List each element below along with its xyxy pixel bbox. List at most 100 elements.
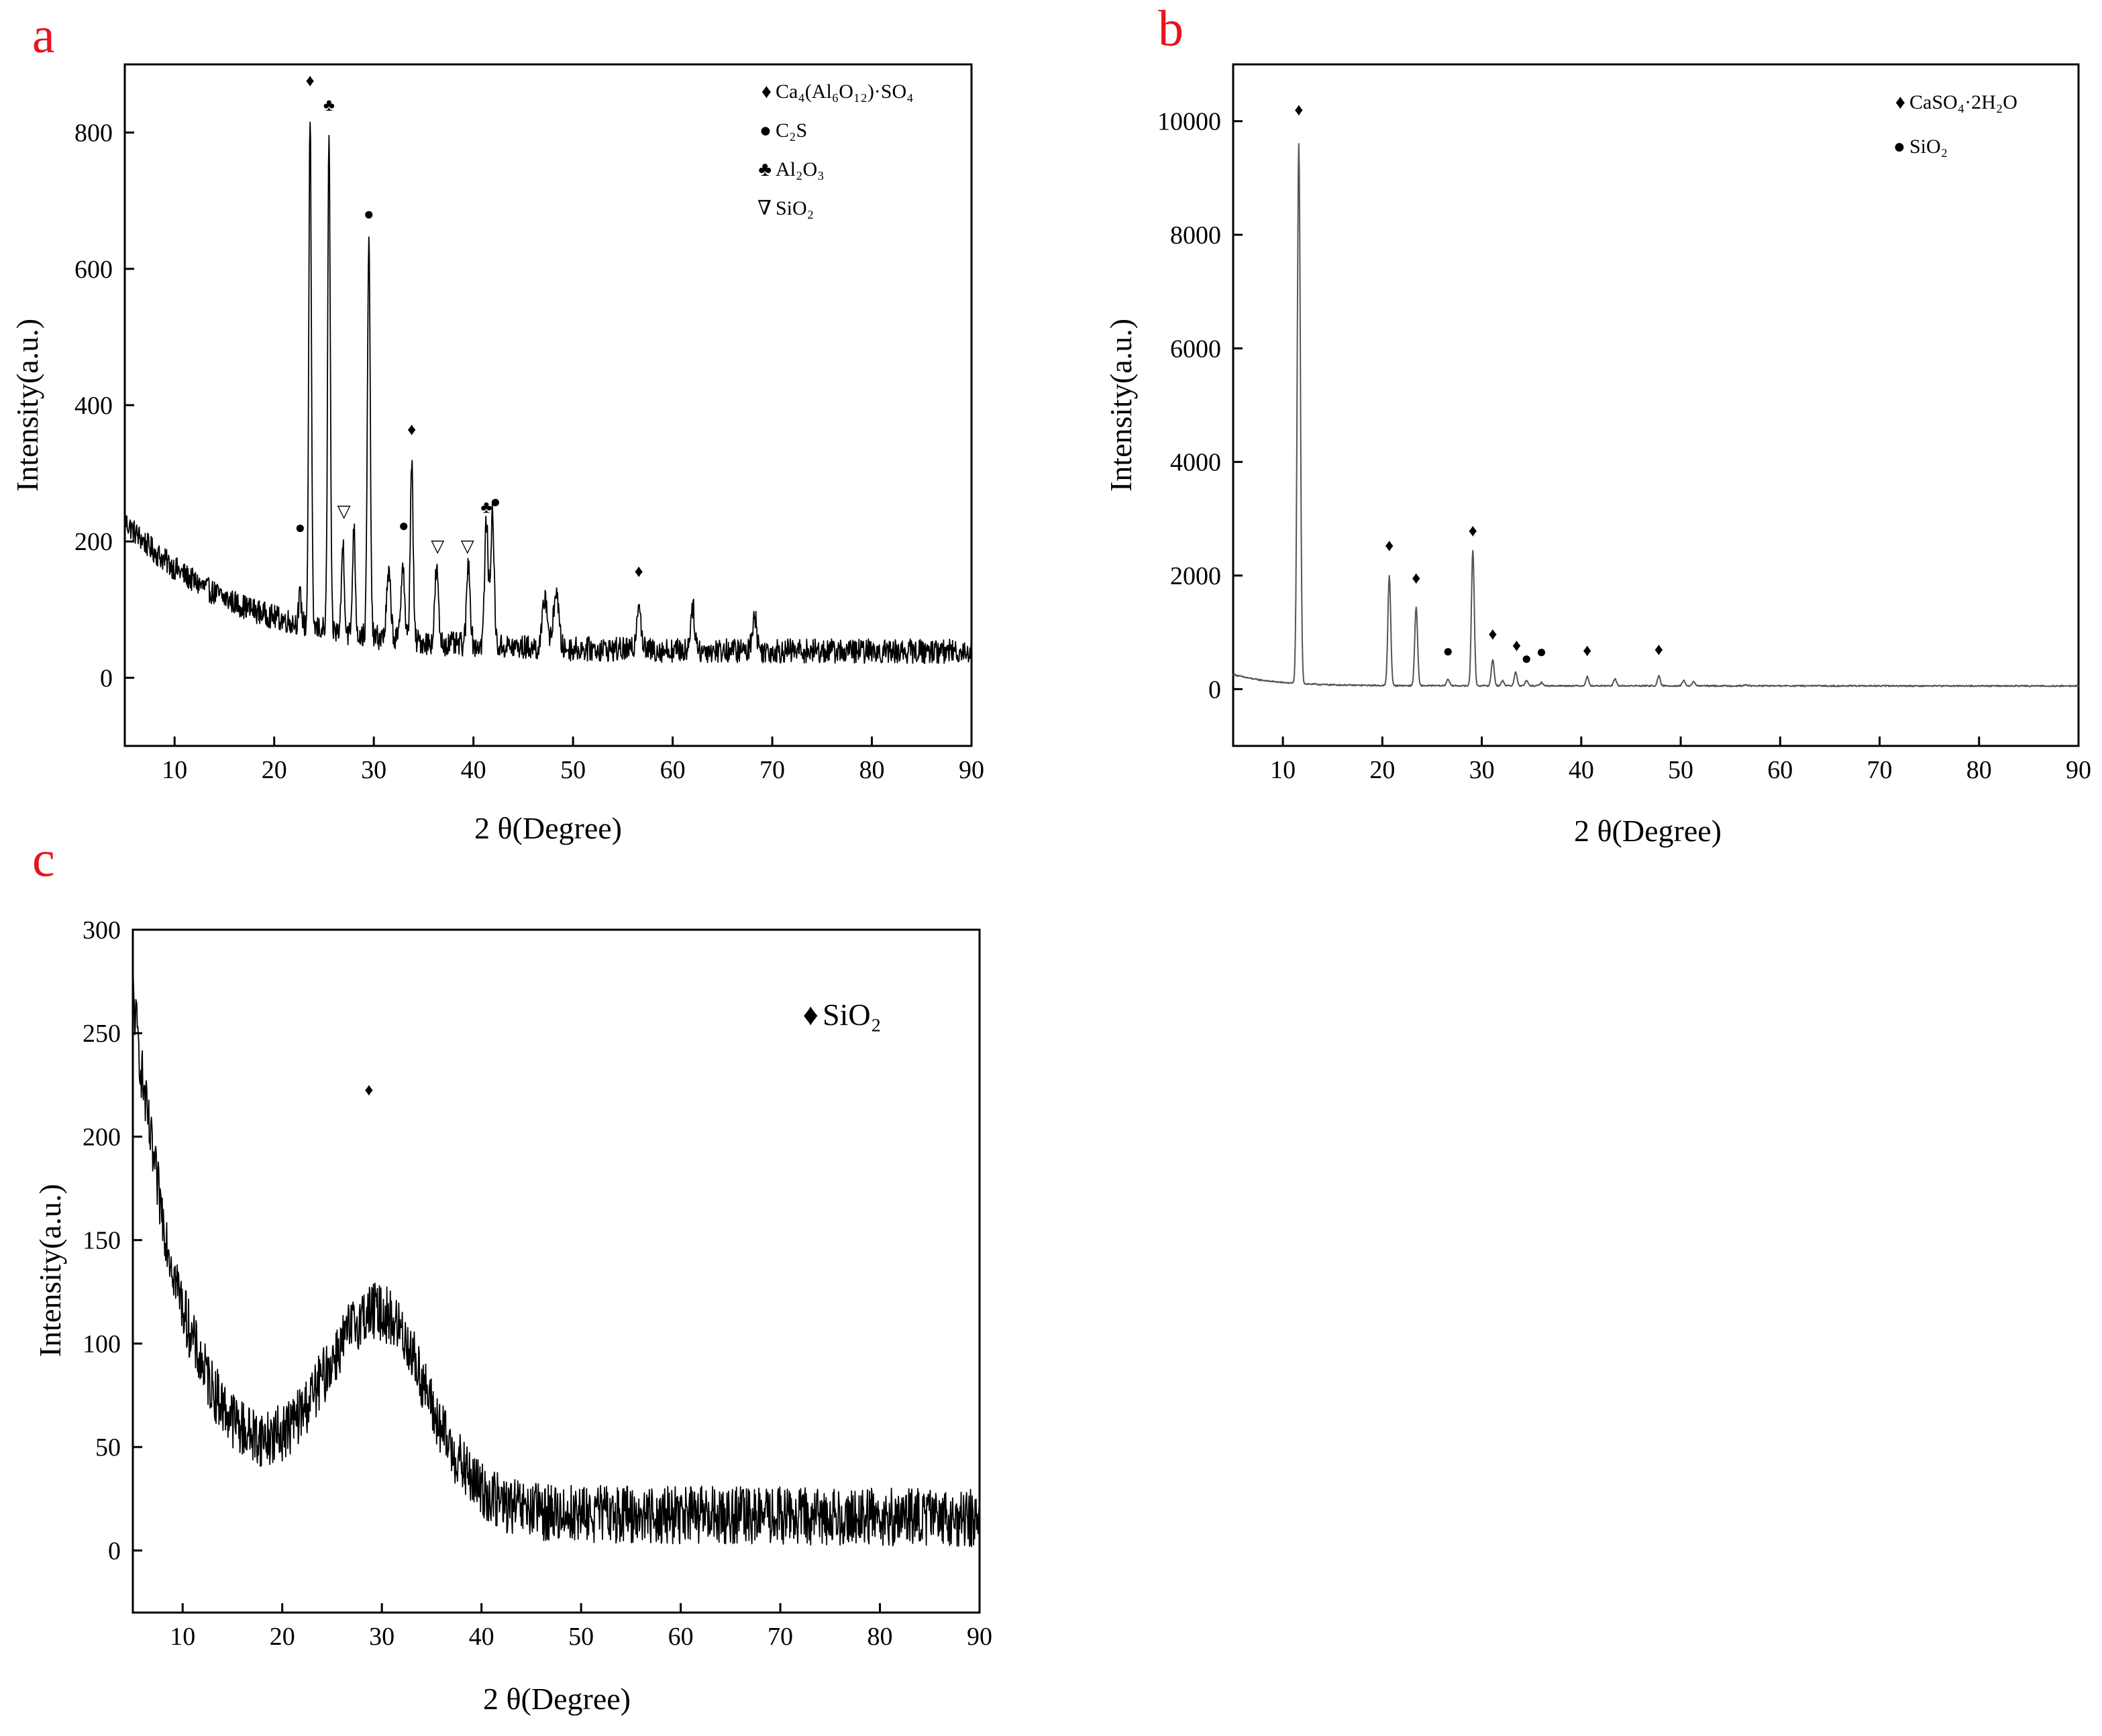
peak-marker: ● bbox=[1536, 642, 1547, 661]
x-tick-label: 60 bbox=[668, 1623, 694, 1651]
x-tick-label: 10 bbox=[162, 756, 187, 784]
y-tick-label: 300 bbox=[83, 916, 121, 944]
x-tick-label: 50 bbox=[560, 756, 586, 784]
legend-symbol: ● bbox=[759, 119, 772, 142]
panel-a-ytick-labels: 0 200 400 600 800 bbox=[74, 119, 113, 693]
panel-c-x-axis-label: 2 θ(Degree) bbox=[483, 1682, 631, 1716]
legend-symbol: ♦ bbox=[803, 997, 819, 1032]
peak-marker: ● bbox=[295, 518, 305, 537]
panel-b-diffraction-trace bbox=[1232, 143, 2079, 688]
peak-marker: ♦ bbox=[306, 71, 315, 91]
legend-label: CaSO₄·2H₂O bbox=[1909, 91, 2017, 113]
peak-marker: ♦ bbox=[407, 420, 416, 439]
peak-marker: ▽ bbox=[461, 536, 474, 555]
peak-marker: ♦ bbox=[1654, 640, 1663, 659]
legend-symbol: ♦ bbox=[1895, 91, 1905, 113]
panel-b-xtick-labels: 10 20 30 40 50 60 70 80 90 bbox=[1270, 756, 2091, 784]
panel-c-legend: ♦ SiO₂ bbox=[803, 997, 882, 1032]
panel-c-diffraction-trace bbox=[132, 975, 980, 1548]
x-tick-label: 30 bbox=[369, 1623, 395, 1651]
x-tick-label: 70 bbox=[1867, 756, 1893, 784]
y-tick-label: 0 bbox=[100, 664, 113, 692]
peak-marker: ♦ bbox=[1469, 521, 1477, 541]
x-tick-label: 50 bbox=[1668, 756, 1693, 784]
legend-label: Al₂O₃ bbox=[776, 158, 825, 180]
x-tick-label: 40 bbox=[461, 756, 486, 784]
panel-c-y-axis-label: Intensity(a.u.) bbox=[33, 1184, 67, 1357]
x-tick-label: 30 bbox=[361, 756, 386, 784]
legend-symbol: ♣ bbox=[758, 158, 772, 180]
legend-symbol: ♦ bbox=[761, 80, 772, 103]
x-tick-label: 90 bbox=[967, 1623, 992, 1651]
y-tick-label: 10000 bbox=[1157, 108, 1221, 136]
x-tick-label: 90 bbox=[959, 756, 984, 784]
x-tick-label: 60 bbox=[1767, 756, 1793, 784]
peak-marker: ♦ bbox=[1488, 625, 1497, 644]
y-tick-label: 150 bbox=[83, 1227, 121, 1255]
panel-a-diffraction-trace bbox=[124, 121, 972, 664]
peak-marker: ♦ bbox=[634, 561, 643, 581]
y-tick-label: 200 bbox=[83, 1123, 121, 1151]
panel-a-xtick-labels: 10 20 30 40 50 60 70 80 90 bbox=[162, 756, 984, 784]
y-tick-label: 250 bbox=[83, 1020, 121, 1048]
peak-marker: ♦ bbox=[1294, 100, 1303, 119]
y-tick-label: 400 bbox=[74, 392, 113, 420]
y-tick-label: 6000 bbox=[1170, 335, 1221, 363]
y-tick-label: 100 bbox=[83, 1330, 121, 1358]
panel-a-legend: ♦ Ca₄(Al₆O₁₂)·SO₄● C₂S♣ Al₂O₃∇ SiO₂ bbox=[757, 80, 914, 219]
peak-marker: ▽ bbox=[431, 536, 444, 555]
y-tick-label: 0 bbox=[108, 1537, 121, 1565]
peak-marker: ♦ bbox=[1512, 636, 1521, 655]
x-tick-label: 80 bbox=[868, 1623, 893, 1651]
panel-a-peak-markers: ♦♣●♦● ●▽▽ ▽♣●♦ bbox=[295, 71, 643, 582]
y-tick-label: 2000 bbox=[1170, 562, 1221, 590]
panel-b-peak-markers: ♦♦♦♦●♦♦● ● ♦ ♦ bbox=[1294, 100, 1663, 668]
panel-b-plot-frame bbox=[1232, 63, 2080, 747]
x-tick-label: 20 bbox=[262, 756, 287, 784]
x-tick-label: 80 bbox=[859, 756, 885, 784]
panel-c-peak-markers: ♦ bbox=[364, 1080, 373, 1099]
x-tick-label: 50 bbox=[568, 1623, 594, 1651]
panel-a-ticks bbox=[125, 131, 973, 746]
x-tick-label: 80 bbox=[1966, 756, 1992, 784]
panel-b-ytick-labels: 0 2000 4000 6000 8000 10000 bbox=[1157, 108, 1221, 704]
peak-marker: ♣ bbox=[323, 95, 335, 115]
panel-a-x-axis-label: 2 θ(Degree) bbox=[474, 811, 622, 845]
legend-label: SiO₂ bbox=[1909, 135, 1948, 158]
y-tick-label: 4000 bbox=[1170, 449, 1221, 477]
x-tick-label: 20 bbox=[1369, 756, 1395, 784]
panel-c-xtick-labels: 10 20 30 40 50 60 70 80 90 bbox=[170, 1623, 992, 1651]
x-tick-label: 70 bbox=[768, 1623, 793, 1651]
y-tick-label: 50 bbox=[95, 1433, 121, 1462]
panel-b-legend: ♦ CaSO₄·2H₂O● SiO₂ bbox=[1893, 91, 2017, 158]
legend-symbol: ● bbox=[1893, 135, 1905, 158]
peak-marker: ● bbox=[1442, 641, 1453, 661]
panel-b-y-axis-label: Intensity(a.u.) bbox=[1104, 319, 1138, 492]
legend-label: C₂S bbox=[776, 119, 807, 142]
peak-marker: ● bbox=[399, 516, 409, 535]
peak-marker: ♦ bbox=[1385, 536, 1394, 555]
y-tick-label: 600 bbox=[74, 256, 113, 284]
y-tick-label: 8000 bbox=[1170, 221, 1221, 250]
x-tick-label: 70 bbox=[759, 756, 785, 784]
legend-symbol: ∇ bbox=[757, 197, 772, 219]
panel-b: b 0 2000 4000 6000 8000 10000 10 20 30 40 50 60 70 8… bbox=[1104, 1, 2091, 848]
panel-a-plot-frame bbox=[123, 63, 973, 747]
peak-marker: ♦ bbox=[1412, 568, 1420, 588]
peak-marker: ● bbox=[364, 205, 374, 224]
x-tick-label: 20 bbox=[270, 1623, 295, 1651]
peak-marker: ▽ bbox=[337, 502, 351, 521]
y-tick-label: 200 bbox=[74, 528, 113, 556]
x-tick-label: 30 bbox=[1469, 756, 1495, 784]
peak-marker: ♣ bbox=[480, 498, 492, 517]
peak-marker: ● bbox=[490, 492, 501, 511]
panel-a-y-axis-label: Intensity(a.u.) bbox=[10, 319, 44, 492]
x-tick-label: 10 bbox=[1270, 756, 1296, 784]
panel-b-letter: b bbox=[1158, 1, 1184, 57]
peak-marker: ♦ bbox=[1583, 641, 1591, 660]
peak-marker: ● bbox=[1521, 649, 1532, 668]
x-tick-label: 60 bbox=[660, 756, 686, 784]
panel-c-ytick-labels: 0 50 100 150 200 250 300 bbox=[83, 916, 121, 1565]
